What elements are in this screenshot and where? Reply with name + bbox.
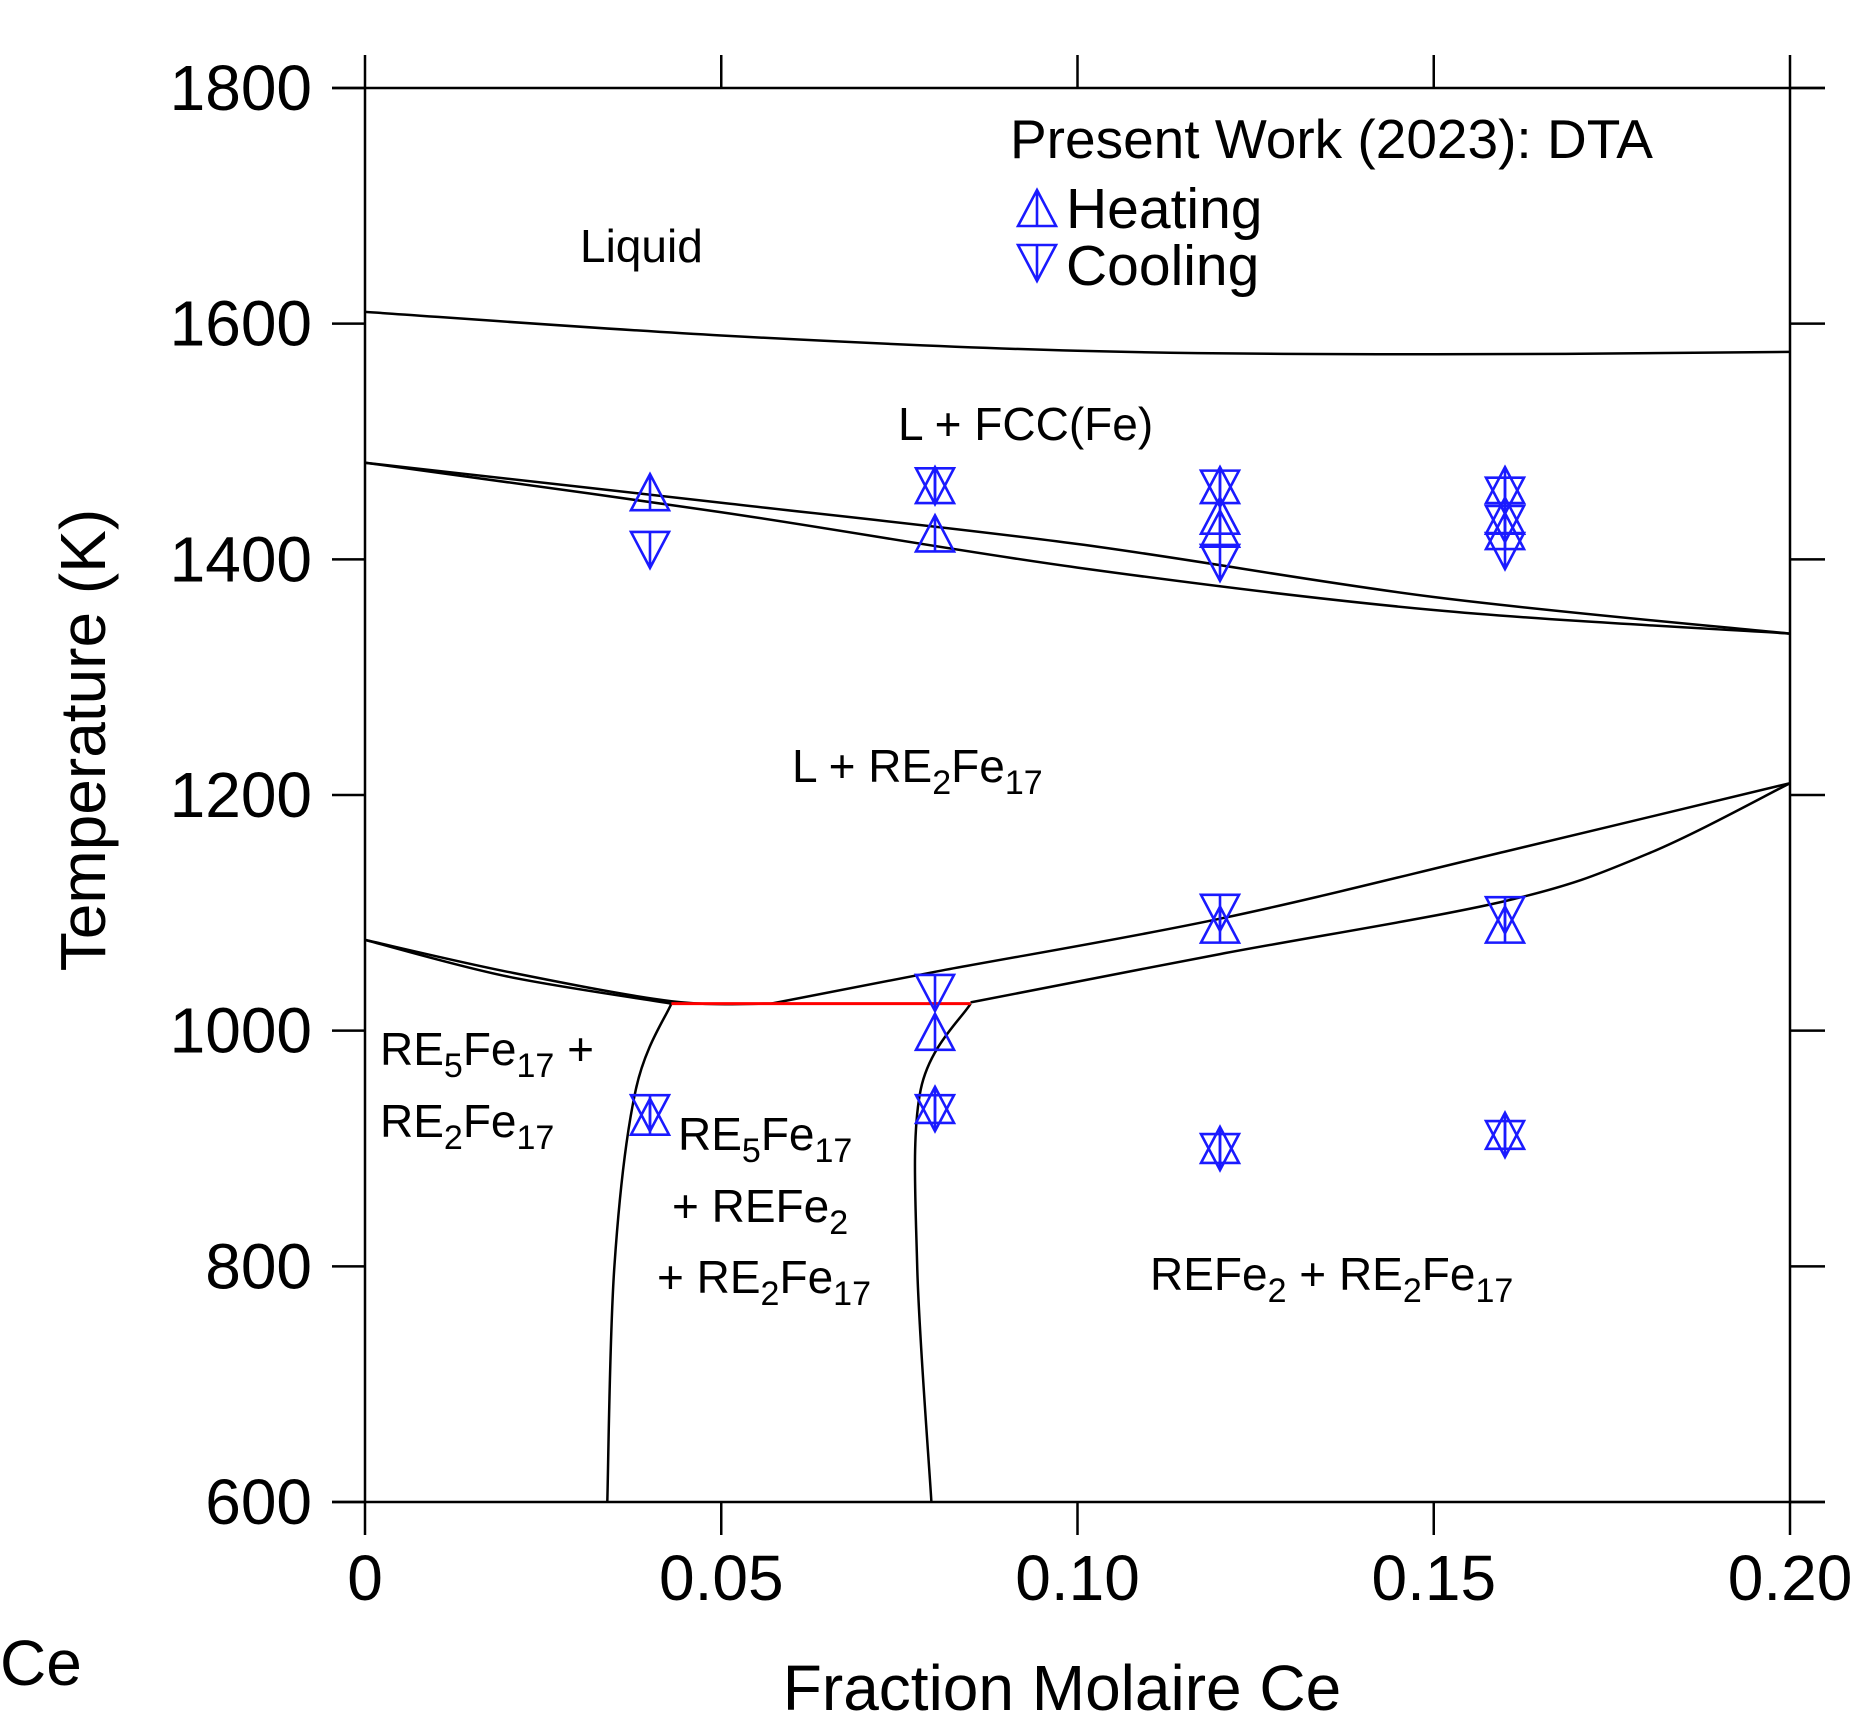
cooling-marker [1198,543,1242,584]
region-three-phase-label-line2: + REFe2 [672,1180,848,1242]
cooling-marker [1198,469,1242,510]
cooling-marker [628,1093,672,1134]
legend-heating-label: Heating [1066,177,1262,241]
heating-marker [1198,507,1242,548]
cooling-marker [1483,1119,1527,1160]
axis-tick-labels: 0 0.05 0.10 0.15 0.20 600 800 1000 1200 1400 1600 1… [170,52,1853,1614]
region-l-re2fe17-label: L + RE2Fe17 [792,740,1043,802]
data-markers [628,464,1527,1173]
legend-heating-icon [1015,187,1059,228]
legend-cooling-icon [1015,243,1059,284]
heating-marker [628,471,672,512]
y-tick-label: 1800 [170,52,312,124]
y-tick-label: 1000 [170,995,312,1067]
cooling-marker [1483,895,1527,936]
cooling-marker [1198,893,1242,934]
region-l-fcc-label: L + FCC(Fe) [898,398,1153,450]
cooling-marker [913,973,957,1014]
phase-boundary-left-solvus [606,1003,673,1503]
y-tick-label: 600 [205,1466,312,1538]
y-tick-label: 1600 [170,288,312,360]
region-refe2-re2fe17-label: REFe2 + RE2Fe17 [1150,1248,1513,1310]
phase-boundary-liquidus [364,310,1791,356]
phase-boundary-left-inner [364,938,672,1005]
phase-boundary-right-solvus [913,1002,972,1503]
cooling-marker [628,530,672,571]
cooling-marker [913,466,957,508]
phase-boundaries [364,310,1791,1503]
phase-boundary-fcc-lower [364,461,1791,635]
cooling-marker [1483,504,1527,545]
corner-label: Ce [0,1627,82,1699]
x-tick-label: 0 [347,1542,383,1614]
region-re5-re2-label-line1: RE5Fe17 + [380,1023,594,1085]
region-re5-re2-label-line2: RE2Fe17 [380,1095,554,1157]
legend-cooling-label: Cooling [1066,234,1259,298]
phase-boundary-fcc-upper [364,461,1791,635]
x-tick-label: 0.05 [659,1542,784,1614]
y-axis-title: Temperature (K) [47,509,119,971]
x-tick-label: 0.15 [1371,1542,1496,1614]
legend-title: Present Work (2023): DTA [1010,108,1653,170]
heating-marker [913,512,957,553]
cooling-marker [913,1093,957,1134]
y-tick-label: 1400 [170,523,312,595]
phase-boundary-left-liquidus [364,938,772,1006]
x-tick-label: 0.20 [1728,1542,1853,1614]
legend: Present Work (2023): DTA Heating Cooling [1010,108,1653,298]
phase-boundary-right-liquidus [770,781,1791,1005]
y-tick-label: 1200 [170,759,312,831]
region-three-phase-label-line1: RE5Fe17 [678,1108,852,1170]
y-tick-label: 800 [205,1230,312,1302]
x-tick-label: 0.10 [1015,1542,1140,1614]
heating-marker [913,1011,957,1052]
cooling-marker [1198,1132,1242,1173]
x-axis-title: Fraction Molaire Ce [783,1652,1341,1718]
region-three-phase-label-line3: + RE2Fe17 [657,1251,871,1313]
region-liquid-label: Liquid [580,220,703,272]
region-labels: Liquid L + FCC(Fe) L + RE2Fe17 RE5Fe17 +… [380,220,1513,1313]
phase-boundary-right-inner [970,782,1791,1004]
axis-ticks [332,55,1825,1535]
